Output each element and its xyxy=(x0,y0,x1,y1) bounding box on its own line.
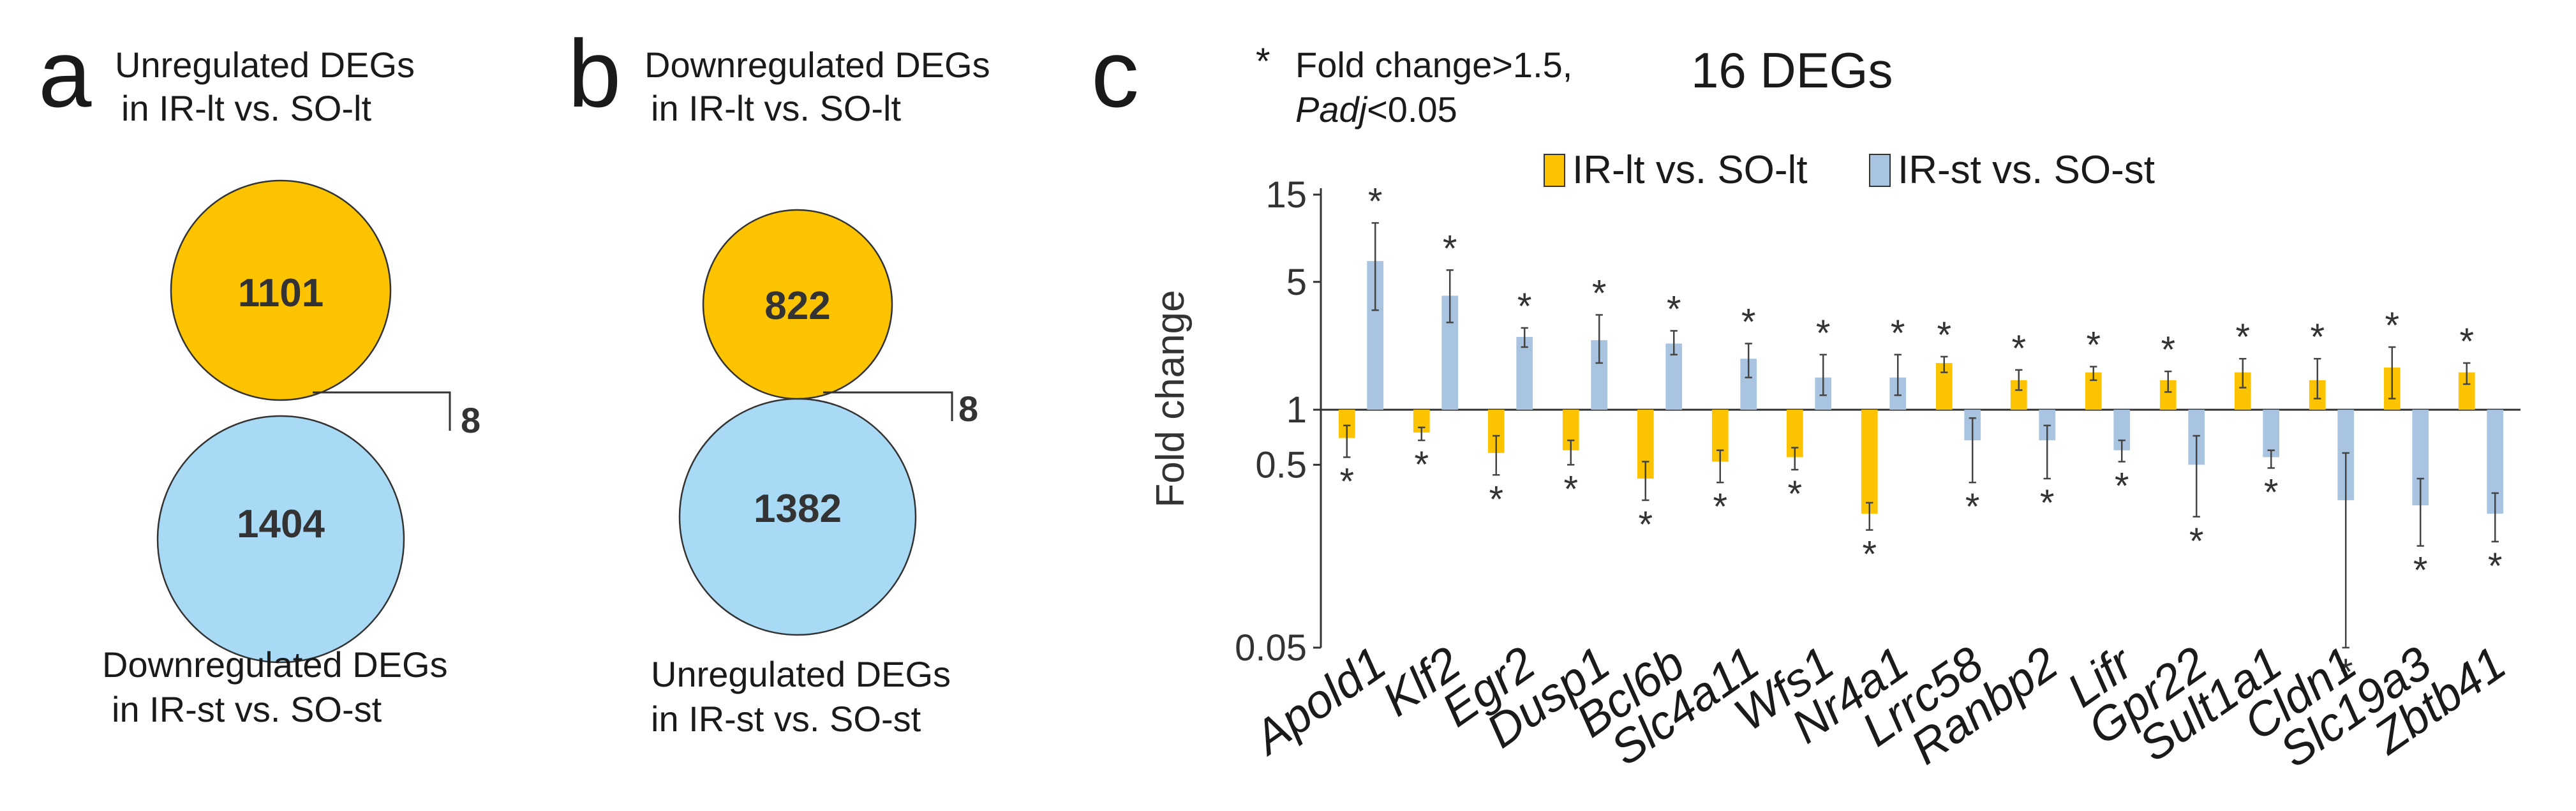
bar-st xyxy=(2263,410,2280,458)
significance-star: * xyxy=(2264,472,2279,513)
significance-star: * xyxy=(1368,181,1383,222)
significance-star: * xyxy=(2488,546,2503,587)
panel-letter-a: a xyxy=(38,20,92,127)
significance-star: * xyxy=(1489,479,1503,520)
panel-c: c * Fold change>1.5, Padj<0.05 16 DEGs 0… xyxy=(1085,0,2576,811)
panel-b-top-caption-line2: in IR-lt vs. SO-lt xyxy=(651,88,902,128)
significance-star: * xyxy=(2161,329,2175,371)
significance-star: * xyxy=(1816,313,1831,354)
significance-star: * xyxy=(1965,486,1980,528)
significance-star: * xyxy=(1414,444,1429,486)
panel-a-top-caption-line1: Unregulated DEGs xyxy=(115,45,415,85)
y-axis-label: Fold change xyxy=(1149,290,1193,507)
significance-star: * xyxy=(1667,288,1681,330)
y-tick-label: 5 xyxy=(1286,262,1307,303)
chart-title: 16 DEGs xyxy=(1691,42,1893,98)
significance-note-threshold: <0.05 xyxy=(1367,89,1457,130)
significance-note-line1: Fold change>1.5, xyxy=(1295,45,1573,85)
significance-star: * xyxy=(2385,305,2399,346)
significance-star: * xyxy=(1563,468,1578,510)
significance-star: * xyxy=(2413,550,2428,592)
panel-b: b Downregulated DEGs in IR-lt vs. SO-lt … xyxy=(562,0,1085,811)
y-tick-label: 15 xyxy=(1265,174,1307,216)
bar-lt xyxy=(1861,410,1878,514)
significance-star: * xyxy=(1862,534,1877,576)
significance-star: * xyxy=(1787,473,1802,515)
panel-a-bottom-caption-line2: in IR-st vs. SO-st xyxy=(112,689,382,729)
significance-star: * xyxy=(2235,316,2250,358)
venn-b-top-circle xyxy=(702,209,893,400)
significance-star: * xyxy=(1713,486,1727,528)
legend-label: IR-st vs. SO-st xyxy=(1898,148,2155,192)
significance-star: * xyxy=(2339,651,2353,693)
significance-star: * xyxy=(1517,286,1532,327)
significance-star: * xyxy=(1592,272,1607,314)
panel-b-bottom-caption-line2: in IR-st vs. SO-st xyxy=(651,699,921,739)
venn-a-top-count: 1101 xyxy=(238,271,324,315)
venn-a-overlap-count: 8 xyxy=(461,400,480,440)
significance-star: * xyxy=(2189,521,2204,562)
significance-star: * xyxy=(1339,461,1354,503)
legend-label: IR-lt vs. SO-lt xyxy=(1572,148,1808,192)
bar-st xyxy=(1516,337,1533,410)
significance-star: * xyxy=(1937,315,1951,356)
venn-a-bottom-count: 1404 xyxy=(237,502,325,546)
significance-star: * xyxy=(1638,504,1653,546)
venn-diagram-a: 1101 1404 8 xyxy=(156,179,480,664)
significance-star: * xyxy=(2086,325,2101,366)
panel-b-bottom-caption-line1: Unregulated DEGs xyxy=(651,654,951,694)
legend-swatch xyxy=(1869,154,1891,187)
significance-star: * xyxy=(2040,482,2055,524)
venn-b-bottom-count: 1382 xyxy=(754,487,842,531)
panel-a-bottom-caption-line1: Downregulated DEGs xyxy=(102,644,448,685)
venn-a-top-circle xyxy=(170,179,392,401)
venn-b-overlap-count: 8 xyxy=(958,389,978,429)
panel-letter-c: c xyxy=(1091,20,1139,127)
significance-star: * xyxy=(2459,321,2474,362)
significance-star: * xyxy=(1891,313,1905,354)
significance-note-line2: Padj<0.05 xyxy=(1295,89,1457,130)
venn-diagram-b: 822 1382 8 xyxy=(678,209,978,636)
venn-b-overlap-pointer xyxy=(823,391,953,421)
legend-swatch xyxy=(1544,154,1565,187)
panel-b-top-caption-line1: Downregulated DEGs xyxy=(644,45,990,85)
venn-a-bottom-circle xyxy=(156,415,405,664)
significance-star: * xyxy=(1443,228,1457,269)
y-tick-label: 0.05 xyxy=(1235,627,1307,669)
venn-b-top-count: 822 xyxy=(764,284,830,328)
significance-note-padj: Padj xyxy=(1295,89,1367,130)
y-tick-label: 1 xyxy=(1286,389,1307,431)
significance-note-star: * xyxy=(1256,41,1270,82)
significance-star: * xyxy=(2310,316,2325,358)
panel-a-top-caption-line2: in IR-lt vs. SO-lt xyxy=(121,88,372,128)
significance-star: * xyxy=(1741,301,1756,343)
venn-a-overlap-pointer xyxy=(313,391,451,431)
y-tick-label: 0.5 xyxy=(1255,444,1307,486)
panel-letter-b: b xyxy=(568,20,622,127)
panel-a: a Unregulated DEGs in IR-lt vs. SO-lt 11… xyxy=(0,0,562,811)
significance-star: * xyxy=(2115,465,2129,507)
significance-star: * xyxy=(2011,328,2026,369)
